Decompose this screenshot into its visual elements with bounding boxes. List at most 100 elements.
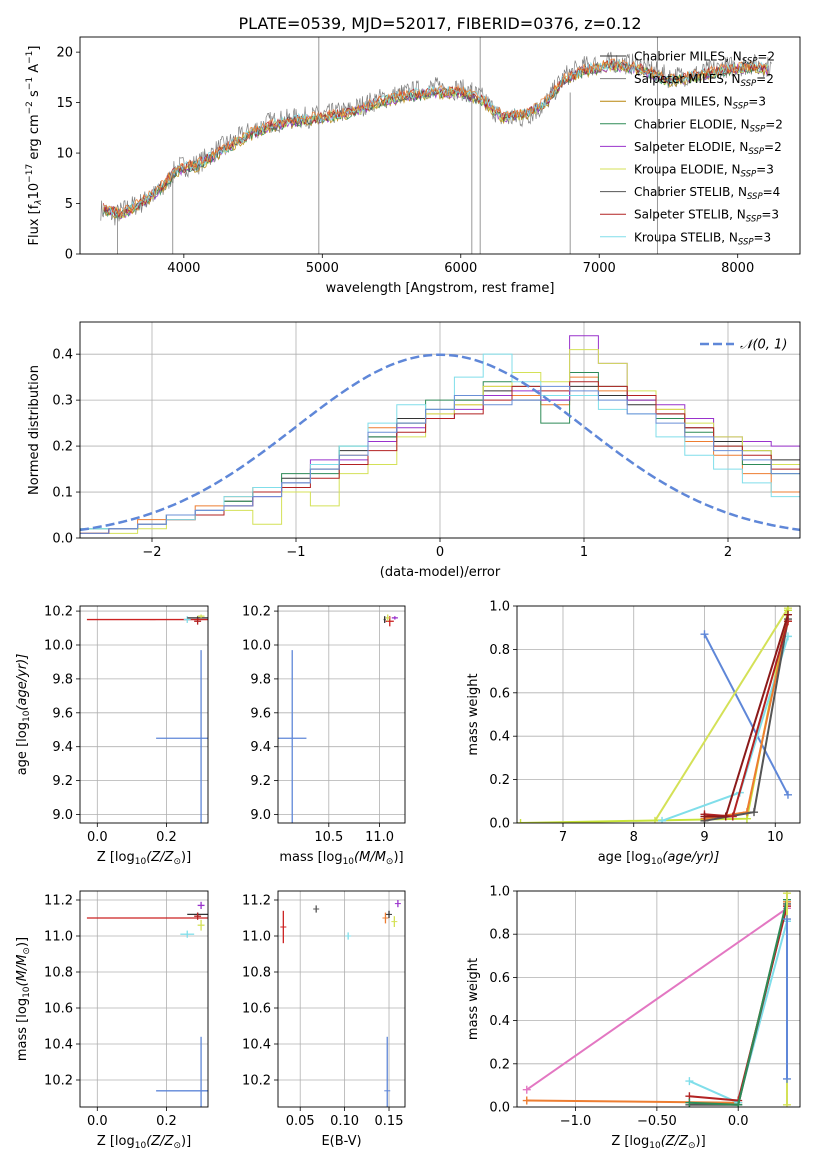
- legend-label: Kroupa MILES, NSSP=3: [634, 95, 766, 112]
- residuals-ylabel: Normed distribution: [27, 365, 42, 495]
- age_vs_mass-xlabel-part: 10: [343, 857, 355, 867]
- massweight_vs_Z-frame: [516, 890, 801, 1108]
- spectrum-xlabel: wavelength [Angstrom, rest frame]: [326, 281, 555, 296]
- residuals-ytick-label: 0.1: [52, 486, 73, 501]
- residuals-xtick-label: 2: [724, 545, 732, 560]
- residuals-ytick-label: 0.0: [52, 532, 73, 547]
- legend-label-main: Salpeter ELODIE, N: [634, 140, 748, 154]
- mass_vs_Z-xlabel-part: (Z/Z: [146, 1134, 174, 1149]
- legend-label-sub: SSP: [741, 170, 757, 180]
- age_vs_mass-xlabel: mass [log10(M/M⊙)]: [279, 850, 403, 867]
- residuals-xtick-label: 1: [580, 545, 588, 560]
- mass-weight-marker: [700, 630, 709, 639]
- legend-label-sub: SSP: [742, 57, 758, 67]
- mass-weight-marker: [700, 812, 709, 821]
- massweight_vs_age-ytick-label: 1.0: [489, 600, 510, 615]
- spectrum-ylabel-part: −17: [25, 164, 35, 183]
- spectrum-ylabel-part: λ: [34, 199, 44, 205]
- massweight_vs_Z-xlabel-part: 10: [649, 1141, 661, 1151]
- legend-label-main: Salpeter STELIB, N: [634, 208, 746, 222]
- spectrum-ylabel-part: A: [27, 64, 42, 77]
- massweight_vs_Z-xtick-label: −1.0: [560, 1114, 592, 1129]
- massweight_vs_age-ylabel: mass weight: [466, 673, 481, 755]
- massweight_vs_age-xlabel-part: (age/yr)]: [662, 850, 719, 865]
- mass_vs_Z-frame: [79, 890, 209, 1108]
- spectrum-xtick-label: 8000: [721, 261, 754, 276]
- spectrum-ylabel-part: s: [27, 90, 42, 101]
- residuals-xlabel: (data-model)/error: [380, 565, 501, 580]
- age_vs_mass-points: [278, 614, 398, 823]
- age_vs_Z-points: [86, 614, 208, 823]
- mass_vs_EBV-ytick-label: 10.4: [242, 1038, 271, 1053]
- massweight_vs_Z-xlabel-part: )]: [696, 1134, 706, 1149]
- age_vs_Z-ytick-label: 9.2: [52, 774, 73, 789]
- legend-label-main: Salpeter MILES, N: [634, 72, 741, 86]
- massweight_vs_Z-lines: [522, 891, 791, 1107]
- spectrum-ylabel: Flux [fλ10−17 erg cm−2 s−1 A−1]: [25, 46, 44, 246]
- age_vs_Z-ytick-label: 10.2: [44, 605, 73, 620]
- legend-label-eq: =2: [765, 117, 783, 131]
- massweight_vs_Z-xlabel-part: Z [log: [611, 1134, 649, 1149]
- massweight_vs_Z-ylabel: mass weight: [466, 958, 481, 1040]
- massweight_vs_age-xtick-label: 9: [700, 830, 708, 845]
- massweight_vs_age-xtick-label: 10: [767, 830, 784, 845]
- massweight_vs_age-ytick-label: 0.8: [489, 643, 510, 658]
- legend-label-eq: =3: [754, 230, 772, 244]
- mass_vs_Z-xlabel-part: 10: [135, 1141, 147, 1151]
- legend-label-eq: =2: [756, 72, 774, 86]
- legend-label-sub: SSP: [733, 102, 749, 112]
- mass-weight-marker: [517, 819, 525, 823]
- spectrum-ylabel-part: −1: [25, 77, 35, 90]
- age_vs_Z-ytick-label: 9.0: [52, 808, 73, 823]
- age_vs_Z-xlabel: Z [log10(Z/Z⊙)]: [97, 850, 191, 867]
- mass_vs_EBV-axes: 0.05 0.10 0.15 10.2 10.4 10.6 10.8 11.0 11.2: [242, 891, 405, 1129]
- spectrum-ytick-label: 15: [56, 96, 73, 111]
- age_vs_mass-ytick-label: 9.0: [250, 808, 271, 823]
- massweight_vs_age-xlabel-part: age [log: [598, 850, 651, 865]
- age_vs_Z-axes: 0.0 0.2 9.0 9.2 9.4 9.6 9.8 10.0 10.2: [44, 605, 208, 845]
- mass_vs_EBV-ytick-label: 10.2: [242, 1074, 271, 1089]
- massweight_vs_Z-ytick-label: 0.4: [489, 1014, 510, 1029]
- mass_vs_Z-ytick-label: 10.6: [44, 1002, 73, 1017]
- massweight_vs_age-ytick-label: 0.4: [489, 730, 510, 745]
- mass_vs_EBV-points: [280, 900, 401, 1107]
- residuals-ytick-label: 0.2: [52, 440, 73, 455]
- legend-label-eq: =3: [761, 208, 779, 222]
- age_vs_mass-ytick-label: 10.2: [242, 605, 271, 620]
- legend-label-sub: SSP: [750, 124, 766, 134]
- massweight_vs_Z-xtick-label: −0.50: [637, 1114, 677, 1129]
- mass_vs_Z-xtick-label: 0.2: [156, 1114, 177, 1129]
- age_vs_Z-ytick-label: 9.6: [52, 706, 73, 721]
- mass_vs_Z-xtick-label: 0.0: [87, 1114, 108, 1129]
- age_vs_mass-ytick-label: 9.2: [250, 774, 271, 789]
- mass-weight-marker: [734, 1100, 743, 1107]
- massweight_vs_age-ytick-label: 0.2: [489, 773, 510, 788]
- legend-label: Salpeter STELIB, NSSP=3: [634, 208, 779, 225]
- mass_vs_EBV-xtick-label: 0.15: [375, 1114, 404, 1129]
- mass_vs_Z-xlabel: Z [log10(Z/Z⊙)]: [97, 1134, 191, 1151]
- age_vs_Z-xtick-label: 0.0: [87, 830, 108, 845]
- age_vs_mass-ytick-label: 9.6: [250, 706, 271, 721]
- age_vs_mass-xtick-label: 11.0: [365, 830, 394, 845]
- residuals-frame: [79, 321, 801, 539]
- mass-weight-marker: [783, 790, 792, 799]
- figure-title: PLATE=0539, MJD=52017, FIBERID=0376, z=0…: [238, 14, 641, 33]
- age_vs_mass-axes: 10.5 11.0 9.0 9.2 9.4 9.6 9.8 10.0 10.2: [242, 605, 405, 845]
- spectrum-ylabel-part: −1: [25, 51, 35, 64]
- legend-label-sub: SSP: [747, 192, 763, 202]
- spectrum-ytick-label: 10: [56, 147, 73, 162]
- mass_vs_Z-axes: 0.0 0.2 10.2 10.4 10.6 10.8 11.0 11.2: [44, 891, 208, 1129]
- legend-label-main: Chabrier ELODIE, N: [634, 117, 750, 131]
- legend-label: Salpeter MILES, NSSP=2: [634, 72, 774, 89]
- massweight_vs_Z-ytick-label: 1.0: [489, 885, 510, 900]
- mass-weight-marker: [522, 1085, 531, 1094]
- spectrum-ylabel-part: ]: [27, 46, 42, 51]
- mass_vs_Z-ylabel: mass [log10(M/M⊙)]: [15, 937, 32, 1061]
- legend-label: Chabrier MILES, NSSP=2: [634, 50, 775, 67]
- legend-label-main: Chabrier MILES, N: [634, 50, 742, 64]
- age_vs_Z-xlabel-part: (Z/Z: [146, 850, 174, 865]
- massweight_vs_age-xtick-label: 7: [559, 830, 567, 845]
- legend-label: Kroupa STELIB, NSSP=3: [634, 230, 771, 247]
- massweight_vs_Z-xlabel-part: (Z/Z: [661, 1134, 689, 1149]
